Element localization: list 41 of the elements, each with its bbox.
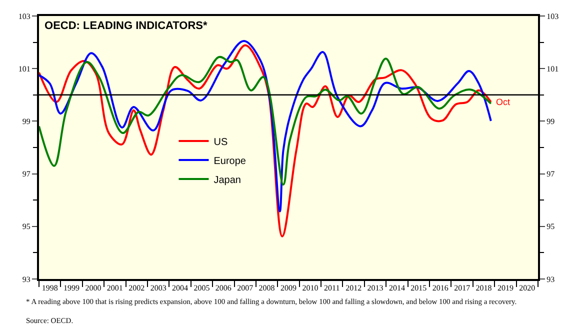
legend-label: Europe xyxy=(214,156,246,167)
y-tick-label: 97 xyxy=(22,170,30,179)
x-tick-label: 2001 xyxy=(106,284,123,293)
y2-tick-label: 99 xyxy=(546,117,555,126)
x-tick-label: 2008 xyxy=(258,284,275,293)
x-tick-label: 2002 xyxy=(128,284,145,293)
x-tick-label: 2019 xyxy=(497,284,514,293)
legend-label: US xyxy=(214,136,228,148)
x-tick-label: 2013 xyxy=(367,284,384,293)
x-tick-label: 2017 xyxy=(454,284,470,293)
x-tick-label: 2004 xyxy=(172,284,188,293)
x-tick-label: 2010 xyxy=(302,284,318,293)
y2-tick-label: 95 xyxy=(546,222,555,232)
x-tick-label: 2006 xyxy=(215,284,232,293)
y-tick-label: 95 xyxy=(22,222,30,232)
y2-tick-label: 103 xyxy=(546,12,559,21)
y-tick-label: 103 xyxy=(18,12,30,21)
y2-tick-label: 101 xyxy=(546,64,559,74)
x-tick-label: 2016 xyxy=(432,284,448,293)
x-tick-label: 2000 xyxy=(85,284,102,293)
x-tick-label: 2005 xyxy=(194,284,210,293)
y2-tick-label: 93 xyxy=(546,274,555,284)
x-tick-label: 2014 xyxy=(388,284,405,293)
x-tick-label: 2009 xyxy=(280,284,296,293)
x-tick-label: 1998 xyxy=(42,284,58,293)
x-tick-label: 2020 xyxy=(519,284,536,293)
x-tick-label: 2007 xyxy=(237,284,254,293)
x-tick-label: 2015 xyxy=(410,284,427,293)
x-tick-label: 2018 xyxy=(476,284,492,293)
x-tick-label: 1999 xyxy=(64,284,80,293)
legend-label: Japan xyxy=(214,174,241,186)
annotation: Oct xyxy=(496,97,510,107)
y-tick-label: 101 xyxy=(18,64,30,74)
y-tick-label: 93 xyxy=(22,274,30,284)
x-tick-label: 2012 xyxy=(346,284,362,293)
y-tick-label: 99 xyxy=(22,117,30,126)
line-series xyxy=(39,56,492,186)
chart-title: OECD: LEADING INDICATORS* xyxy=(44,20,208,32)
x-tick-label: 2011 xyxy=(324,284,340,293)
x-tick-label: 2003 xyxy=(150,284,166,293)
y2-tick-label: 97 xyxy=(546,170,555,179)
